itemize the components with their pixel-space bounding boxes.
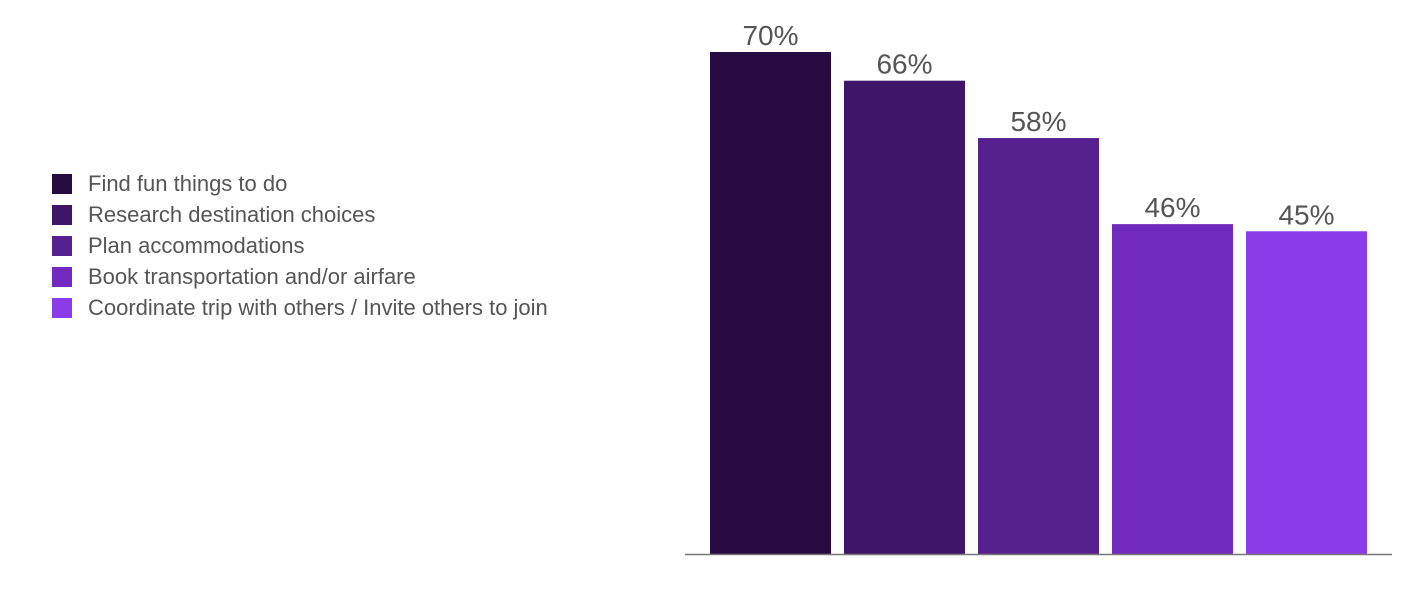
- bar-value-label: 45%: [1278, 199, 1334, 230]
- legend-item: Research destination choices: [52, 199, 548, 230]
- legend-swatch: [52, 235, 72, 256]
- legend-item: Plan accommodations: [52, 230, 548, 261]
- legend-swatch: [52, 297, 72, 318]
- bar: [710, 52, 831, 554]
- legend-label: Plan accommodations: [88, 232, 305, 258]
- legend-label: Book transportation and/or airfare: [88, 263, 416, 289]
- bar-value-label: 70%: [742, 20, 798, 51]
- legend-label: Find fun things to do: [88, 170, 288, 196]
- legend-label: Coordinate trip with others / Invite oth…: [88, 294, 548, 320]
- legend-item: Find fun things to do: [52, 168, 548, 199]
- chart-legend: Find fun things to do Research destinati…: [52, 168, 548, 323]
- bar: [844, 80, 965, 554]
- legend-swatch: [52, 173, 72, 194]
- bar: [1112, 224, 1233, 554]
- legend-swatch: [52, 266, 72, 287]
- legend-label: Research destination choices: [88, 201, 376, 227]
- legend-item: Coordinate trip with others / Invite oth…: [52, 292, 548, 323]
- bar-value-label: 66%: [876, 49, 932, 80]
- legend-swatch: [52, 204, 72, 225]
- bar: [1246, 231, 1367, 555]
- bar-value-label: 46%: [1144, 192, 1200, 223]
- bar: [978, 138, 1099, 555]
- bar-value-label: 58%: [1010, 106, 1066, 137]
- legend-item: Book transportation and/or airfare: [52, 261, 548, 292]
